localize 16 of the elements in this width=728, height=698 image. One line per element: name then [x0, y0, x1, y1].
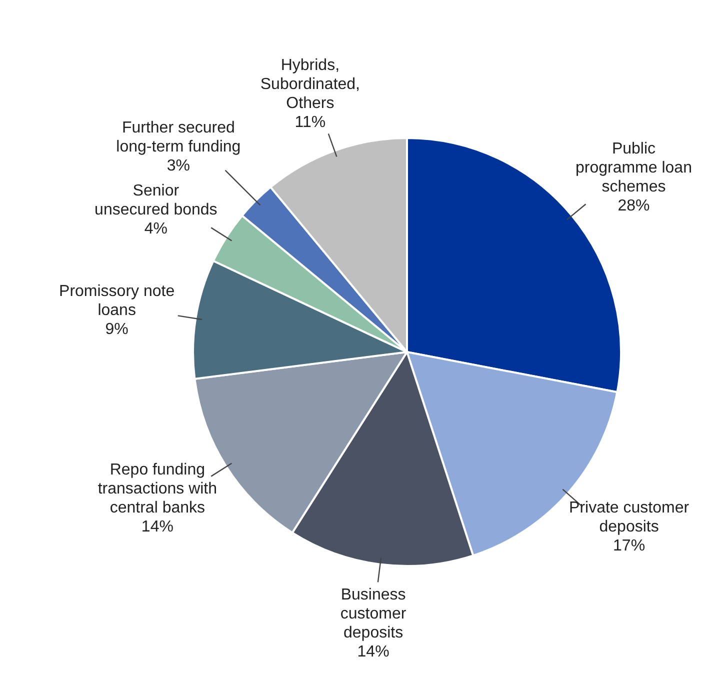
data-label: 11%: [294, 114, 326, 132]
slice-label: Business customer deposits: [340, 586, 407, 642]
data-label: 3%: [166, 158, 190, 175]
data-label: 4%: [144, 220, 168, 238]
data-label: 14%: [357, 644, 390, 661]
slice-label: Repo funding transactions with central banks: [98, 462, 218, 517]
data-label: 28%: [618, 197, 650, 214]
slice-label: Public programme loan schemes: [575, 140, 692, 196]
slice-label: Further secured long-term funding: [116, 120, 241, 156]
data-label: 17%: [613, 537, 646, 554]
slice-label: Hybrids, Subordinated, Others: [260, 57, 360, 112]
slice-label: Promissory note loans: [59, 283, 175, 320]
data-label: 9%: [105, 321, 128, 338]
data-label: 14%: [141, 518, 174, 536]
slice-label: Private customer deposits: [569, 499, 690, 536]
slice-label: Senior unsecured bonds: [94, 182, 218, 219]
